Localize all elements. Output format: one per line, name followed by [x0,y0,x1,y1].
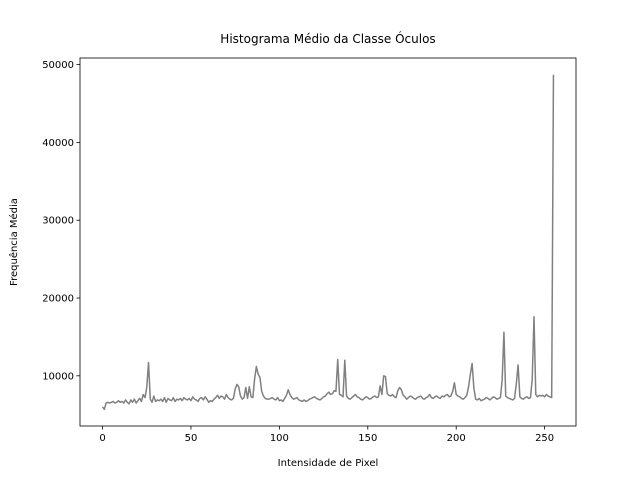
x-tick-label: 50 [185,433,198,444]
x-tick-label: 200 [447,433,466,444]
y-tick-label: 40000 [42,138,74,149]
y-tick-label: 30000 [42,216,74,227]
x-tick-label: 0 [99,433,105,444]
x-axis-label: Intensidade de Pixel [278,458,379,469]
x-tick-label: 250 [535,433,554,444]
data-line [101,74,555,411]
y-tick-label: 20000 [42,294,74,305]
x-tick-label: 100 [270,433,289,444]
y-axis-label: Frequência Média [8,198,20,286]
y-tick-label: 50000 [42,60,74,71]
axes-frame [79,57,577,427]
x-tick-label: 150 [358,433,377,444]
chart-title: Histograma Médio da Classe Óculos [220,31,435,46]
y-tick-label: 10000 [42,371,74,382]
